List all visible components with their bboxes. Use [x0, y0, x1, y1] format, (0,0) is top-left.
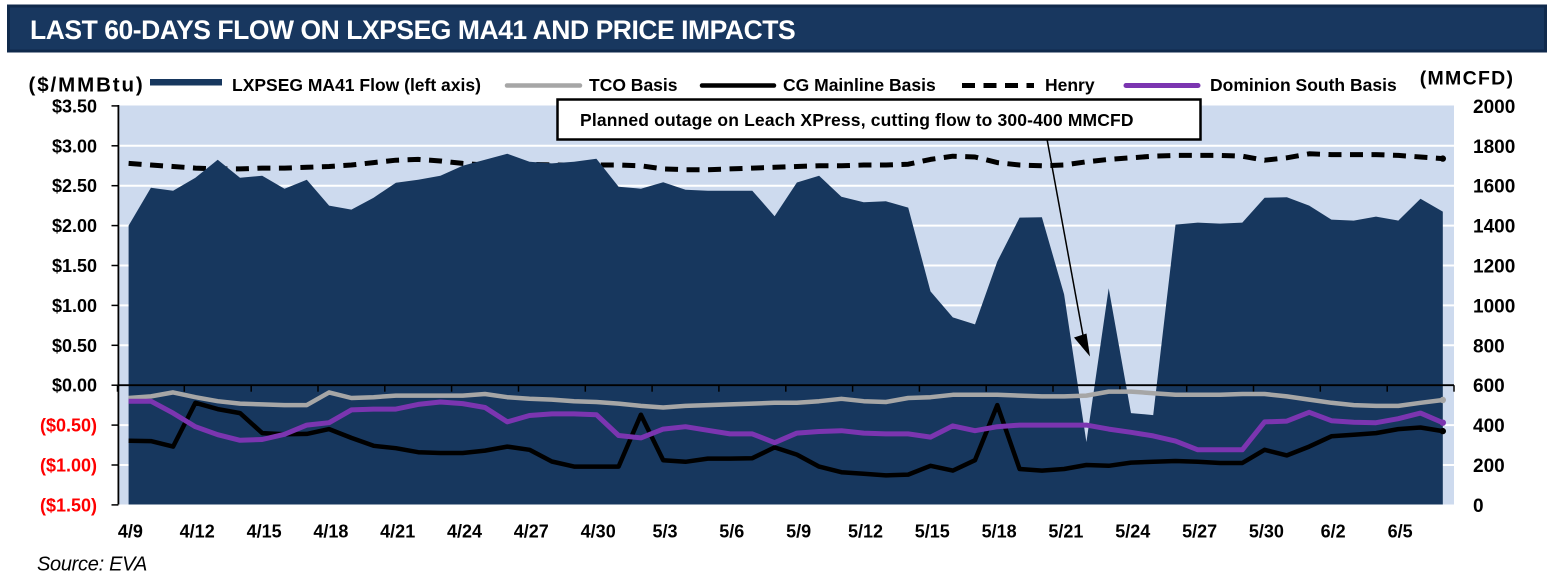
svg-text:4/24: 4/24	[447, 522, 482, 542]
svg-text:$3.50: $3.50	[52, 96, 97, 116]
svg-text:Source: EVA: Source: EVA	[37, 554, 147, 576]
svg-text:Planned outage on Leach XPress: Planned outage on Leach XPress, cutting …	[580, 110, 1134, 130]
svg-text:($/MMBtu): ($/MMBtu)	[29, 73, 145, 96]
svg-text:4/18: 4/18	[313, 522, 348, 542]
svg-text:$0.50: $0.50	[52, 336, 97, 356]
svg-text:Dominion South Basis: Dominion South Basis	[1210, 75, 1397, 95]
svg-text:($1.00): ($1.00)	[40, 456, 97, 476]
svg-text:$1.50: $1.50	[52, 256, 97, 276]
svg-text:4/27: 4/27	[514, 522, 549, 542]
svg-text:4/9: 4/9	[118, 522, 143, 542]
svg-text:5/3: 5/3	[652, 522, 677, 542]
svg-text:($0.50): ($0.50)	[40, 416, 97, 436]
svg-text:5/27: 5/27	[1182, 522, 1217, 542]
svg-text:800: 800	[1473, 336, 1505, 357]
svg-text:LAST 60-DAYS FLOW ON LXPSEG MA: LAST 60-DAYS FLOW ON LXPSEG MA41 AND PRI…	[30, 15, 795, 45]
svg-text:5/6: 5/6	[719, 522, 744, 542]
svg-text:1000: 1000	[1473, 296, 1515, 317]
svg-text:6/2: 6/2	[1321, 522, 1346, 542]
svg-text:6/5: 6/5	[1388, 522, 1413, 542]
svg-text:TCO Basis: TCO Basis	[589, 75, 678, 95]
svg-text:4/30: 4/30	[581, 522, 616, 542]
svg-text:1400: 1400	[1473, 217, 1515, 238]
svg-text:$3.00: $3.00	[52, 136, 97, 156]
svg-text:1800: 1800	[1473, 137, 1515, 158]
svg-text:CG Mainline Basis: CG Mainline Basis	[783, 75, 936, 95]
svg-text:4/15: 4/15	[247, 522, 282, 542]
svg-text:5/12: 5/12	[848, 522, 883, 542]
svg-text:$1.00: $1.00	[52, 296, 97, 316]
svg-text:0: 0	[1473, 496, 1484, 517]
svg-text:5/15: 5/15	[915, 522, 950, 542]
svg-text:5/21: 5/21	[1048, 522, 1083, 542]
svg-text:400: 400	[1473, 416, 1505, 437]
svg-text:($1.50): ($1.50)	[40, 495, 97, 515]
svg-text:4/12: 4/12	[180, 522, 215, 542]
svg-text:$2.00: $2.00	[52, 216, 97, 236]
svg-text:$0.00: $0.00	[52, 376, 97, 396]
svg-text:600: 600	[1473, 376, 1505, 397]
svg-text:1200: 1200	[1473, 257, 1515, 278]
svg-text:(MMCFD): (MMCFD)	[1420, 68, 1515, 90]
svg-text:5/30: 5/30	[1249, 522, 1284, 542]
svg-text:5/9: 5/9	[786, 522, 811, 542]
svg-text:5/18: 5/18	[982, 522, 1017, 542]
svg-text:$2.50: $2.50	[52, 176, 97, 196]
svg-text:1600: 1600	[1473, 177, 1515, 198]
svg-text:2000: 2000	[1473, 97, 1515, 118]
svg-text:200: 200	[1473, 456, 1505, 477]
svg-text:4/21: 4/21	[380, 522, 415, 542]
svg-text:5/24: 5/24	[1115, 522, 1150, 542]
svg-text:Henry: Henry	[1045, 75, 1095, 95]
svg-text:LXPSEG MA41 Flow (left axis): LXPSEG MA41 Flow (left axis)	[232, 75, 481, 95]
